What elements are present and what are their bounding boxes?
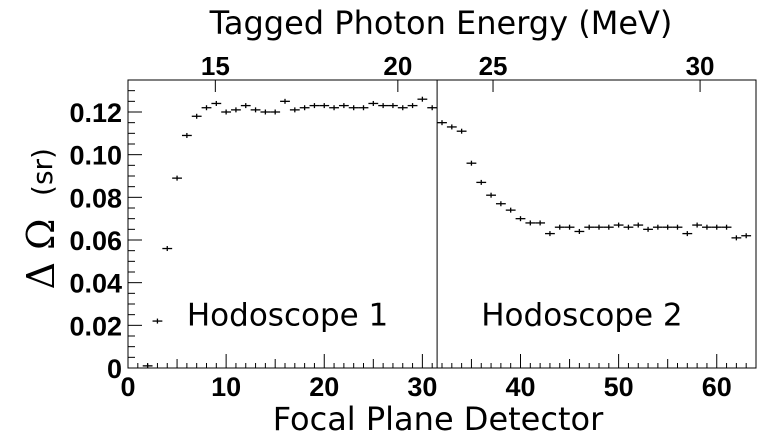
- data-point: [672, 224, 683, 230]
- x-tick-label: 60: [702, 372, 732, 402]
- data-point: [417, 96, 428, 102]
- data-point: [486, 192, 496, 198]
- data-point: [427, 105, 438, 111]
- data-point: [613, 222, 624, 228]
- data-point: [437, 120, 447, 126]
- y-tick-label: 0.04: [69, 269, 122, 299]
- y-axis-ticks: 0 0.02 0.04 0.06 0.08 0.10 0.12: [69, 79, 142, 384]
- data-point: [495, 201, 506, 207]
- x-axis-ticks: 0 10 20 30 40 50 60: [120, 354, 757, 402]
- data-point: [476, 179, 487, 185]
- data-point: [329, 105, 339, 111]
- x-tick-label: 0: [120, 372, 135, 402]
- y-tick-label: 0.02: [69, 311, 122, 341]
- data-point: [564, 224, 575, 230]
- data-point: [338, 103, 349, 109]
- data-point: [172, 175, 182, 181]
- y-tick-label: 0: [107, 354, 122, 384]
- x-tick-label: 30: [407, 372, 437, 402]
- data-point: [633, 222, 644, 228]
- y-tick-label: 0.06: [69, 226, 122, 256]
- data-point: [623, 224, 634, 230]
- data-point: [407, 103, 418, 109]
- data-point: [397, 105, 408, 111]
- data-point: [603, 224, 614, 230]
- data-point: [731, 235, 742, 241]
- data-point: [711, 224, 722, 230]
- data-point: [260, 109, 271, 115]
- data-point: [643, 226, 653, 232]
- x-tick-label: 40: [505, 372, 535, 402]
- chart-title: Tagged Photon Energy (MeV): [209, 4, 673, 42]
- data-point: [221, 109, 232, 115]
- data-point: [594, 224, 604, 230]
- top-tick-label: 20: [383, 51, 412, 81]
- y-axis-label-unit: (sr): [26, 148, 59, 196]
- top-tick-label: 25: [479, 51, 508, 81]
- annotation-hodoscope-2: Hodoscope 2: [481, 298, 682, 334]
- x-tick-label: 20: [309, 372, 339, 402]
- data-point: [456, 128, 467, 134]
- data-point: [574, 228, 585, 234]
- top-tick-label: 30: [686, 51, 715, 81]
- data-point: [741, 233, 752, 239]
- data-point: [584, 224, 595, 230]
- y-tick-label: 0.12: [69, 98, 122, 128]
- top-axis-ticks: 15 20 25 30: [201, 51, 715, 92]
- data-point: [152, 318, 163, 324]
- data-point: [319, 103, 330, 109]
- data-point: [515, 216, 526, 222]
- data-point: [721, 224, 732, 230]
- data-point: [142, 363, 153, 369]
- data-point: [368, 100, 379, 106]
- annotation-hodoscope-1: Hodoscope 1: [187, 298, 388, 334]
- data-point: [250, 107, 261, 113]
- data-point: [289, 107, 300, 113]
- y-tick-label: 0.10: [69, 141, 122, 171]
- data-point: [231, 107, 241, 113]
- data-point: [388, 103, 398, 109]
- data-point: [240, 103, 251, 109]
- data-point: [191, 113, 202, 119]
- data-point: [181, 132, 192, 138]
- x-tick-label: 10: [211, 372, 241, 402]
- data-point: [211, 100, 222, 106]
- data-point: [309, 103, 320, 109]
- data-point: [201, 105, 212, 111]
- data-point: [348, 105, 359, 111]
- data-points: [142, 96, 752, 369]
- data-point: [702, 224, 712, 230]
- data-point: [525, 220, 536, 226]
- data-point: [280, 98, 290, 104]
- data-point: [535, 220, 546, 226]
- data-point: [692, 222, 703, 228]
- data-point: [378, 103, 389, 109]
- y-axis-label-symbol: Δ Ω: [19, 218, 63, 289]
- data-point: [662, 224, 673, 230]
- data-point: [446, 124, 457, 130]
- data-point: [162, 246, 173, 252]
- data-point: [270, 109, 281, 115]
- data-point: [466, 160, 477, 166]
- x-tick-label: 50: [604, 372, 634, 402]
- data-point: [299, 105, 310, 111]
- y-tick-label: 0.08: [69, 183, 122, 213]
- data-point: [652, 224, 663, 230]
- data-point: [682, 231, 693, 237]
- data-point: [505, 207, 516, 213]
- x-axis-label: Focal Plane Detector: [273, 400, 604, 438]
- data-point: [554, 224, 565, 230]
- data-point: [358, 105, 369, 111]
- data-point: [545, 231, 555, 237]
- top-tick-label: 15: [201, 51, 230, 81]
